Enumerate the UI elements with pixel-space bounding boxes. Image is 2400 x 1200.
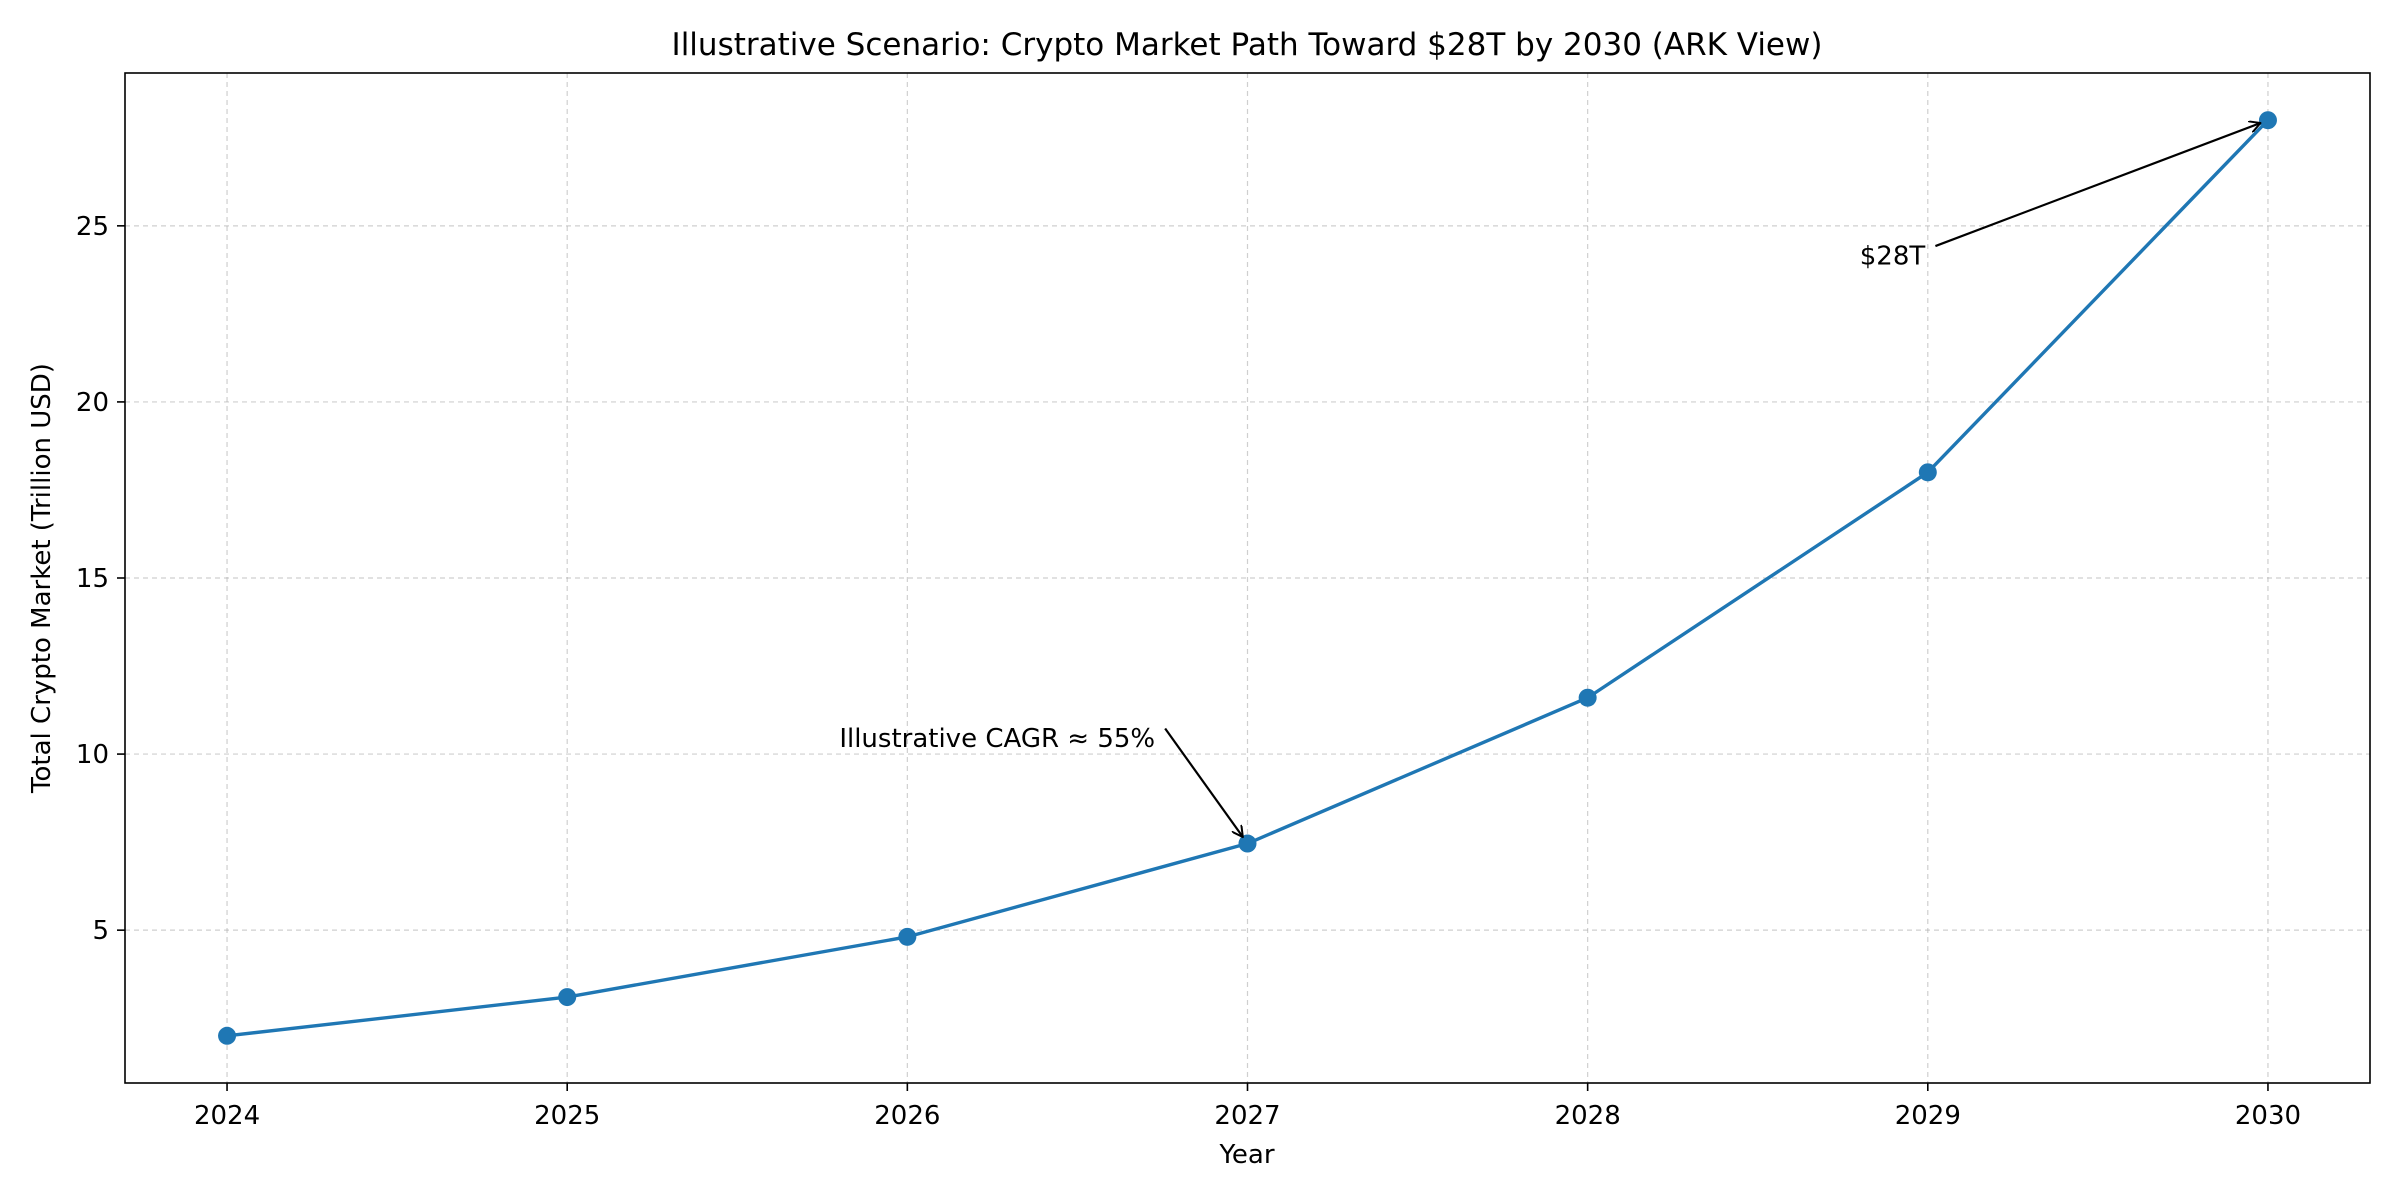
y-tick-label: 15 bbox=[76, 564, 109, 594]
data-point bbox=[558, 988, 577, 1007]
chart-title: Illustrative Scenario: Crypto Market Pat… bbox=[672, 27, 1823, 63]
annotation-text: Illustrative CAGR ≈ 55% bbox=[839, 724, 1155, 754]
x-tick-label: 2029 bbox=[1895, 1101, 1961, 1131]
series-layer bbox=[218, 111, 2277, 1045]
data-point bbox=[1238, 834, 1257, 853]
x-axis-label: Year bbox=[1218, 1140, 1274, 1170]
annotations: Illustrative CAGR ≈ 55% $28T bbox=[839, 123, 2260, 837]
annotation-arrow bbox=[1935, 123, 2260, 248]
grid bbox=[125, 73, 2370, 1083]
x-tick-label: 2028 bbox=[1555, 1101, 1621, 1131]
y-tick-label: 25 bbox=[76, 212, 109, 242]
y-axis-label: Total Crypto Market (Trillion USD) bbox=[27, 363, 57, 794]
y-tick-label: 5 bbox=[92, 916, 109, 946]
x-tick-label: 2025 bbox=[534, 1101, 600, 1131]
data-point bbox=[898, 927, 917, 946]
x-tick-label: 2024 bbox=[194, 1101, 260, 1131]
data-point bbox=[218, 1026, 237, 1045]
data-point bbox=[2258, 111, 2277, 130]
x-tick-label: 2026 bbox=[874, 1101, 940, 1131]
y-tick-label: 10 bbox=[76, 740, 109, 770]
data-point bbox=[1918, 463, 1937, 482]
x-tick-label: 2030 bbox=[2235, 1101, 2301, 1131]
x-tick-label: 2027 bbox=[1214, 1101, 1280, 1131]
y-tick-label: 20 bbox=[76, 388, 109, 418]
annotation-text: $28T bbox=[1860, 242, 1926, 272]
data-point bbox=[1578, 688, 1597, 707]
annotation-arrow bbox=[1164, 727, 1243, 837]
